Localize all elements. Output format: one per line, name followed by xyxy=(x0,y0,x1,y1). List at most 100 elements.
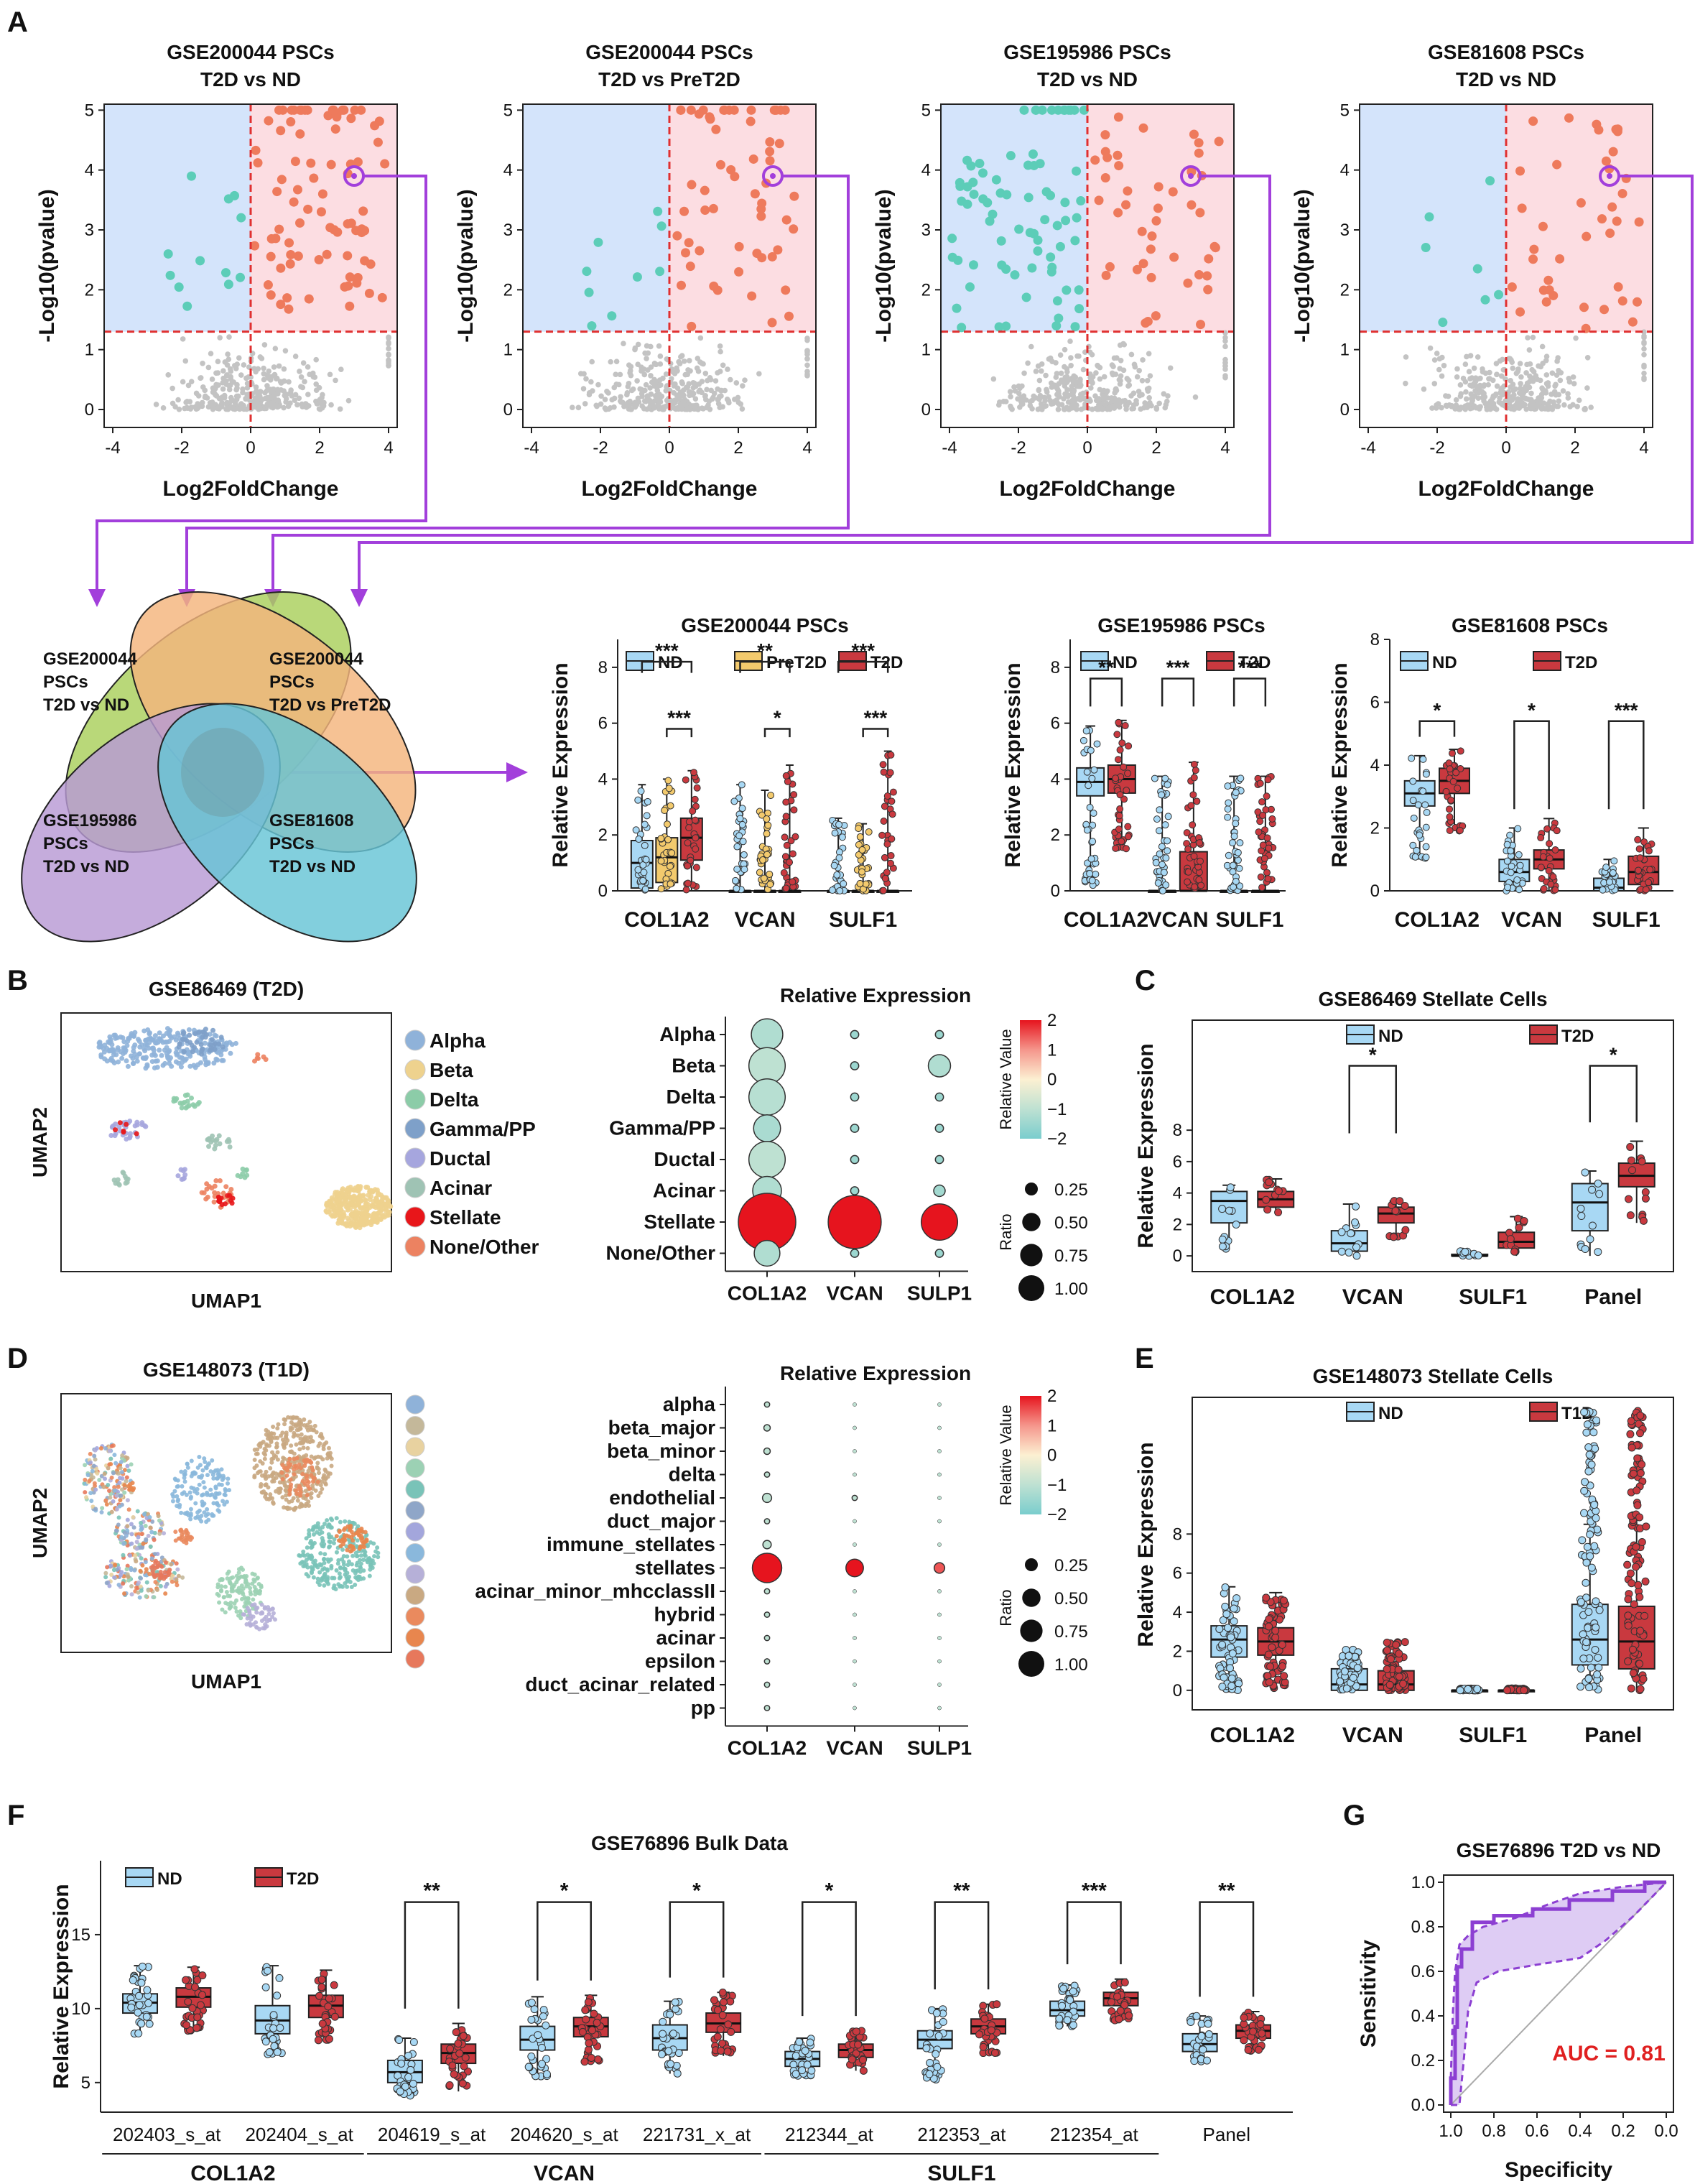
down-point xyxy=(582,267,592,277)
down-region xyxy=(523,104,669,332)
cell-point xyxy=(219,1467,224,1472)
cell-point xyxy=(340,1547,345,1552)
venn-set-label: GSE195986 xyxy=(43,811,137,830)
cell-point xyxy=(375,1190,381,1195)
down-point xyxy=(969,260,979,270)
data-point xyxy=(730,797,738,805)
cell-point xyxy=(93,1507,98,1512)
cell-point xyxy=(226,1601,231,1606)
significance-bracket xyxy=(763,728,791,738)
ns-point xyxy=(1526,347,1533,353)
cell-point xyxy=(228,1187,234,1193)
ns-point xyxy=(705,402,711,408)
ns-point xyxy=(1077,383,1083,389)
cell-point xyxy=(361,1568,366,1573)
data-point xyxy=(1115,812,1123,820)
cell-point xyxy=(376,1550,381,1555)
data-point xyxy=(1116,791,1124,799)
ns-point xyxy=(641,371,648,378)
data-point xyxy=(685,824,693,832)
significance-bracket xyxy=(1607,720,1645,810)
data-point xyxy=(883,869,891,876)
data-point xyxy=(1409,841,1417,849)
cell-point xyxy=(243,1578,249,1583)
ns-point xyxy=(603,407,609,412)
ns-point xyxy=(695,356,701,361)
cell-point xyxy=(305,1445,310,1450)
data-point xyxy=(1120,795,1128,803)
cell-point xyxy=(245,1616,250,1621)
cell-point xyxy=(241,1574,246,1579)
ns-point xyxy=(233,397,240,402)
cell-point xyxy=(216,1195,222,1200)
data-point xyxy=(767,792,775,800)
cell-point xyxy=(125,1463,130,1468)
cell-point xyxy=(138,1545,143,1550)
ns-point xyxy=(1421,386,1427,392)
cell-point xyxy=(139,1527,144,1532)
ns-point xyxy=(1558,369,1564,376)
ns-point xyxy=(345,397,352,404)
ns-point xyxy=(668,397,674,404)
data-point xyxy=(855,825,863,833)
cell-point xyxy=(199,1190,205,1195)
ns-point xyxy=(1039,368,1044,374)
cell-point xyxy=(167,1027,173,1033)
down-point xyxy=(995,188,1006,198)
cell-point xyxy=(252,1602,257,1607)
data-point xyxy=(1115,718,1123,726)
data-point xyxy=(1414,801,1422,809)
cell-point xyxy=(137,1044,143,1050)
x-tick-label: VCAN xyxy=(1147,908,1208,932)
cell-point xyxy=(317,1570,322,1575)
ns-point xyxy=(1490,377,1496,384)
cell-point xyxy=(355,1185,361,1190)
data-point xyxy=(1153,815,1161,823)
cell-point xyxy=(353,1216,358,1222)
ns-point xyxy=(261,365,266,371)
cell-point xyxy=(266,1436,271,1441)
cell-point xyxy=(177,1502,182,1507)
ns-point xyxy=(654,384,660,390)
cell-point xyxy=(108,1456,113,1461)
cell-point xyxy=(315,1461,320,1466)
connector-line xyxy=(271,175,1271,603)
plot-frame xyxy=(60,1393,392,1653)
cell-point xyxy=(236,1570,241,1575)
data-point xyxy=(856,879,864,887)
cell-point xyxy=(337,1575,342,1581)
data-point xyxy=(689,807,697,815)
ns-point xyxy=(1222,363,1228,369)
cell-point xyxy=(185,1103,190,1109)
up-point xyxy=(373,137,383,147)
down-point xyxy=(1010,270,1020,280)
y-tick-label: 3 xyxy=(1340,221,1350,240)
cell-point xyxy=(345,1547,350,1553)
cell-point xyxy=(172,1034,177,1040)
significance-label: ** xyxy=(1098,656,1114,678)
legend-label: Alpha xyxy=(429,1029,486,1052)
cell-point xyxy=(305,1565,310,1570)
ns-point xyxy=(1039,407,1045,412)
ns-point xyxy=(1118,373,1124,379)
ns-point xyxy=(275,397,282,403)
cell-point xyxy=(345,1563,350,1568)
cell-point xyxy=(258,1459,263,1464)
data-point xyxy=(1599,886,1607,894)
cell-point xyxy=(287,1488,292,1493)
down-point xyxy=(1061,216,1071,226)
cell-point xyxy=(273,1617,278,1622)
ns-point xyxy=(1439,373,1445,379)
ns-point xyxy=(674,365,679,371)
ns-point xyxy=(628,407,634,412)
data-point xyxy=(735,832,743,840)
ns-point xyxy=(1565,391,1571,397)
cell-point xyxy=(281,1456,286,1461)
cell-point xyxy=(280,1437,285,1442)
ns-point xyxy=(1588,404,1594,410)
ns-point xyxy=(1027,399,1034,404)
ns-point xyxy=(1109,362,1115,368)
cell-point xyxy=(202,1485,207,1490)
ns-point xyxy=(1056,381,1062,387)
ns-point xyxy=(228,404,234,410)
